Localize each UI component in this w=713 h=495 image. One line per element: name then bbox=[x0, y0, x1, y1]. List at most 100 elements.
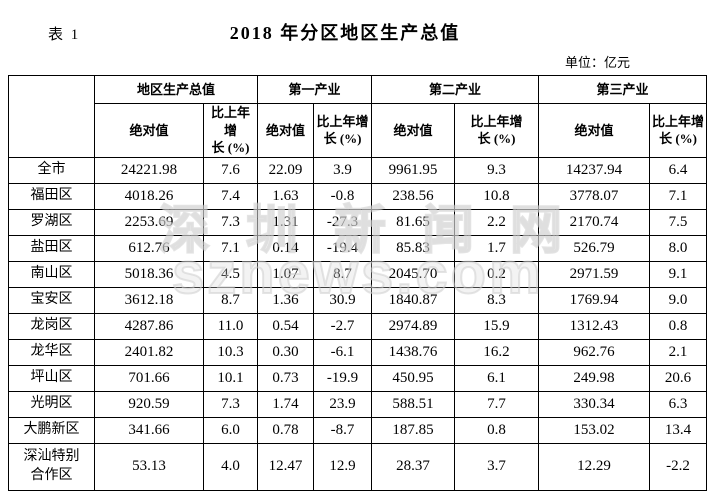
table-row: 南山区 5018.36 4.5 1.07 8.7 2045.70 0.2 297… bbox=[8, 260, 708, 288]
region-cell: 龙岗区 bbox=[8, 312, 95, 340]
value-cell: 53.13 bbox=[94, 442, 204, 491]
value-cell: 1.07 bbox=[257, 260, 315, 288]
value-cell: 6.3 bbox=[649, 390, 708, 418]
value-cell: 30.9 bbox=[313, 286, 373, 314]
region-cell: 深汕特别 合作区 bbox=[8, 442, 95, 491]
value-cell: 2253.69 bbox=[94, 208, 204, 236]
value-cell: 187.85 bbox=[371, 416, 456, 444]
value-cell: 526.79 bbox=[538, 234, 651, 262]
value-cell: 7.6 bbox=[202, 156, 259, 184]
subheader-absolute-value: 绝对值 bbox=[371, 103, 456, 158]
subheader-growth: 比上年增 长 (%) bbox=[202, 103, 259, 158]
value-cell: 1.63 bbox=[257, 182, 315, 210]
region-cell: 福田区 bbox=[8, 182, 95, 210]
table-body: 全市 24221.98 7.6 22.09 3.9 9961.95 9.3 14… bbox=[8, 156, 708, 491]
value-cell: 2170.74 bbox=[538, 208, 651, 236]
subheader-growth: 比上年增 长 (%) bbox=[313, 103, 373, 158]
value-cell: 5018.36 bbox=[94, 260, 204, 288]
value-cell: 6.1 bbox=[454, 364, 540, 392]
table-row: 光明区 920.59 7.3 1.74 23.9 588.51 7.7 330.… bbox=[8, 390, 708, 418]
value-cell: 9.1 bbox=[649, 260, 708, 288]
value-cell: 0.30 bbox=[257, 338, 315, 366]
value-cell: 20.6 bbox=[649, 364, 708, 392]
value-cell: 16.2 bbox=[454, 338, 540, 366]
value-cell: 28.37 bbox=[371, 442, 456, 491]
value-cell: 10.1 bbox=[202, 364, 259, 392]
value-cell: 612.76 bbox=[94, 234, 204, 262]
value-cell: 341.66 bbox=[94, 416, 204, 444]
table-row: 罗湖区 2253.69 7.3 1.31 -27.3 81.65 2.2 217… bbox=[8, 208, 708, 236]
region-cell: 宝安区 bbox=[8, 286, 95, 314]
table-row: 全市 24221.98 7.6 22.09 3.9 9961.95 9.3 14… bbox=[8, 156, 708, 184]
value-cell: -0.8 bbox=[313, 182, 373, 210]
header-sub-row: 绝对值 比上年增 长 (%) 绝对值 比上年增 长 (%) 绝对值 比上年增 长… bbox=[9, 103, 708, 158]
value-cell: -27.3 bbox=[313, 208, 373, 236]
value-cell: 7.3 bbox=[202, 390, 259, 418]
value-cell: 2971.59 bbox=[538, 260, 651, 288]
table-row: 宝安区 3612.18 8.7 1.36 30.9 1840.87 8.3 17… bbox=[8, 286, 708, 314]
header-group-row: 地区生产总值 第一产业 第二产业 第三产业 bbox=[8, 75, 708, 158]
value-cell: -19.9 bbox=[313, 364, 373, 392]
value-cell: 15.9 bbox=[454, 312, 540, 340]
value-cell: 3778.07 bbox=[538, 182, 651, 210]
gdp-table: 地区生产总值 第一产业 第二产业 第三产业 绝对值 比上年增 长 (%) 绝对值… bbox=[8, 75, 708, 491]
region-cell: 光明区 bbox=[8, 390, 95, 418]
table-row: 龙华区 2401.82 10.3 0.30 -6.1 1438.76 16.2 … bbox=[8, 338, 708, 366]
col-group-secondary-industry: 第二产业 bbox=[371, 75, 540, 104]
value-cell: -19.4 bbox=[313, 234, 373, 262]
table-number-label: 表 1 bbox=[48, 27, 81, 43]
value-cell: 9961.95 bbox=[371, 156, 456, 184]
value-cell: 4018.26 bbox=[94, 182, 204, 210]
value-cell: 3.7 bbox=[454, 442, 540, 491]
col-group-primary-industry: 第一产业 bbox=[257, 75, 373, 104]
value-cell: 1769.94 bbox=[538, 286, 651, 314]
region-cell: 坪山区 bbox=[8, 364, 95, 392]
table-row: 大鹏新区 341.66 6.0 0.78 -8.7 187.85 0.8 153… bbox=[8, 416, 708, 444]
value-cell: 330.34 bbox=[538, 390, 651, 418]
value-cell: 85.83 bbox=[371, 234, 456, 262]
value-cell: 1.36 bbox=[257, 286, 315, 314]
value-cell: 153.02 bbox=[538, 416, 651, 444]
col-group-tertiary-industry: 第三产业 bbox=[538, 75, 708, 104]
value-cell: 249.98 bbox=[538, 364, 651, 392]
value-cell: 24221.98 bbox=[94, 156, 204, 184]
value-cell: 8.7 bbox=[202, 286, 259, 314]
value-cell: 450.95 bbox=[371, 364, 456, 392]
value-cell: 1840.87 bbox=[371, 286, 456, 314]
value-cell: 9.3 bbox=[454, 156, 540, 184]
value-cell: 1438.76 bbox=[371, 338, 456, 366]
region-cell: 大鹏新区 bbox=[8, 416, 95, 444]
value-cell: 23.9 bbox=[313, 390, 373, 418]
subheader-growth: 比上年增 长 (%) bbox=[454, 103, 540, 158]
value-cell: 8.0 bbox=[649, 234, 708, 262]
value-cell: 588.51 bbox=[371, 390, 456, 418]
value-cell: 0.8 bbox=[649, 312, 708, 340]
value-cell: 22.09 bbox=[257, 156, 315, 184]
value-cell: 0.8 bbox=[454, 416, 540, 444]
value-cell: 6.4 bbox=[649, 156, 708, 184]
subheader-absolute-value: 绝对值 bbox=[257, 103, 315, 158]
value-cell: 2401.82 bbox=[94, 338, 204, 366]
value-cell: 7.3 bbox=[202, 208, 259, 236]
value-cell: 12.9 bbox=[313, 442, 373, 491]
value-cell: 7.4 bbox=[202, 182, 259, 210]
subheader-growth: 比上年增 长 (%) bbox=[649, 103, 708, 158]
region-cell: 罗湖区 bbox=[8, 208, 95, 236]
value-cell: 4287.86 bbox=[94, 312, 204, 340]
col-group-gdp: 地区生产总值 bbox=[93, 75, 259, 104]
value-cell: 7.1 bbox=[202, 234, 259, 262]
subheader-absolute-value: 绝对值 bbox=[538, 103, 651, 158]
value-cell: -2.2 bbox=[649, 442, 708, 491]
value-cell: 701.66 bbox=[94, 364, 204, 392]
value-cell: 0.14 bbox=[257, 234, 315, 262]
value-cell: 14237.94 bbox=[538, 156, 651, 184]
value-cell: -2.7 bbox=[313, 312, 373, 340]
value-cell: 1.7 bbox=[454, 234, 540, 262]
table-row: 龙岗区 4287.86 11.0 0.54 -2.7 2974.89 15.9 … bbox=[8, 312, 708, 340]
value-cell: 7.1 bbox=[649, 182, 708, 210]
value-cell: 0.73 bbox=[257, 364, 315, 392]
value-cell: 12.29 bbox=[538, 442, 651, 491]
page-title: 2018 年分区地区生产总值 bbox=[229, 23, 461, 43]
value-cell: 1.74 bbox=[257, 390, 315, 418]
